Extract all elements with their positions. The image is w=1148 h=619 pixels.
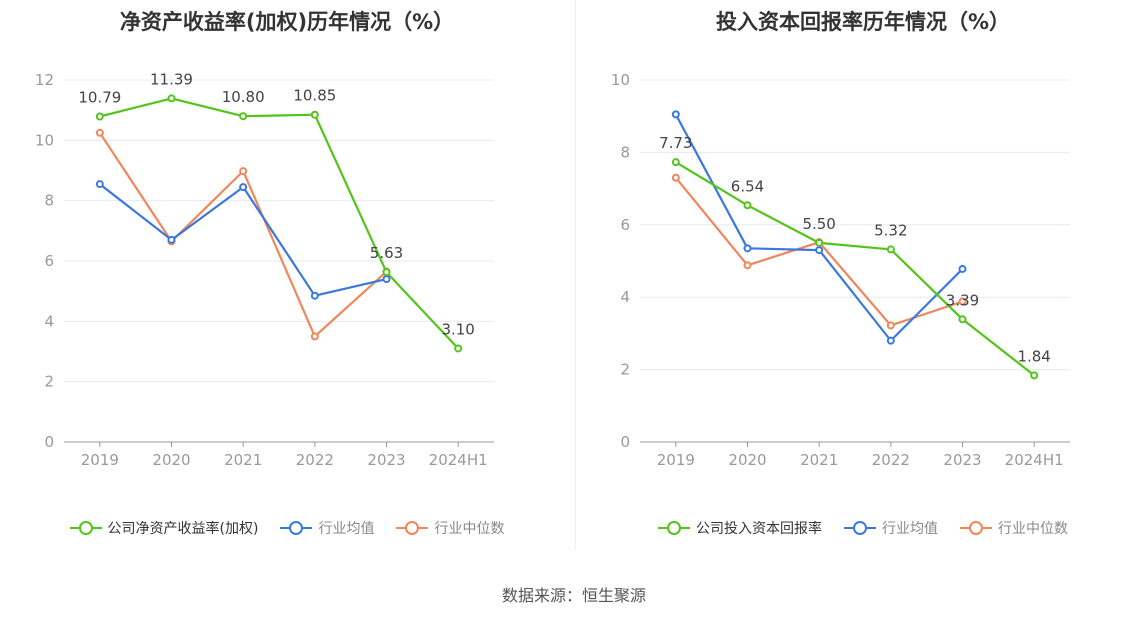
- x-tick-label: 2023: [367, 451, 405, 469]
- roic-legend: 公司投入资本回报率 行业均值 行业中位数: [576, 518, 1148, 538]
- data-point-industry-mean: [815, 246, 824, 255]
- roic-chart-panel: 投入资本回报率历年情况（%） 0 2 4 6 8 10 2019 2020 2021 2022 20…: [576, 0, 1148, 560]
- data-point-industry-mean: [239, 183, 248, 192]
- series-line-industry-median: [98, 132, 388, 338]
- y-tick-label: 10: [35, 131, 54, 149]
- data-label: 11.39: [150, 70, 193, 88]
- data-point-industry-mean: [886, 336, 895, 345]
- data-label: 6.54: [731, 177, 764, 195]
- roe-chart-panel: 净资产收益率(加权)历年情况（%） 0 2 4 6 8 10 12 2019 2020 2021 2…: [0, 0, 574, 560]
- y-tick-label: 10: [611, 71, 630, 89]
- y-tick-label: 12: [35, 71, 54, 89]
- x-tick-label: 2020: [152, 451, 190, 469]
- legend-industry-mean[interactable]: 行业均值: [844, 518, 938, 538]
- y-tick-label: 0: [44, 433, 54, 451]
- data-point-company: [310, 110, 319, 119]
- legend-median-label: 行业中位数: [998, 521, 1068, 537]
- x-tick-label: 2021: [800, 451, 838, 469]
- legend-median-marker: [960, 521, 992, 535]
- data-point-company: [1030, 371, 1039, 380]
- roe-line-chart: 0 2 4 6 8 10 12 2019 2020 2021 2022 2023 2024H1 10.79…: [35, 70, 494, 469]
- data-point-company: [815, 238, 824, 247]
- x-tick-label: 2022: [296, 451, 334, 469]
- legend-industry-mean[interactable]: 行业均值: [280, 518, 374, 538]
- data-point-company: [671, 158, 680, 167]
- data-point-industry-mean: [743, 244, 752, 253]
- roe-chart-title: 净资产收益率(加权)历年情况（%）: [119, 10, 455, 34]
- legend-company-roic[interactable]: 公司投入资本回报率: [658, 518, 822, 538]
- legend-company-marker: [658, 521, 690, 535]
- x-tick-label: 2024H1: [1005, 451, 1064, 469]
- legend-mean-label: 行业均值: [318, 521, 375, 537]
- data-label: 3.10: [441, 320, 474, 338]
- data-point-company: [958, 315, 967, 324]
- panel-divider: [575, 0, 576, 550]
- data-label: 5.63: [370, 244, 403, 262]
- data-label: 1.84: [1017, 347, 1050, 365]
- data-point-industry-median: [310, 332, 319, 341]
- data-label: 10.79: [78, 89, 121, 107]
- data-point-industry-median: [958, 297, 967, 306]
- data-label: 10.85: [293, 87, 336, 105]
- data-point-company: [886, 245, 895, 254]
- legend-mean-label: 行业均值: [882, 521, 938, 537]
- data-point-industry-mean: [95, 180, 104, 189]
- data-label: 10.80: [222, 88, 265, 106]
- data-label: 5.32: [874, 221, 907, 239]
- legend-industry-median[interactable]: 行业中位数: [396, 518, 504, 538]
- legend-company-roe[interactable]: 公司净资产收益率(加权): [69, 518, 259, 538]
- data-label: 5.50: [802, 215, 835, 233]
- data-point-industry-mean: [167, 235, 176, 244]
- data-source-note: 数据来源：恒生聚源: [501, 586, 646, 605]
- legend-company-label: 公司净资产收益率(加权): [107, 521, 259, 537]
- y-tick-label: 0: [620, 433, 630, 451]
- roe-legend: 公司净资产收益率(加权) 行业均值 行业中位数: [0, 518, 574, 538]
- y-tick-label: 2: [44, 373, 54, 391]
- data-point-company: [454, 344, 463, 353]
- data-point-company: [382, 268, 391, 277]
- data-point-company: [239, 112, 248, 121]
- y-tick-label: 2: [620, 361, 630, 379]
- x-tick-label: 2023: [943, 451, 981, 469]
- legend-company-marker: [69, 521, 102, 535]
- x-tick-label: 2019: [657, 451, 695, 469]
- x-tick-label: 2020: [728, 451, 766, 469]
- data-point-industry-median: [671, 173, 680, 182]
- legend-median-marker: [396, 521, 429, 535]
- data-point-industry-mean: [958, 264, 967, 273]
- data-point-company: [95, 112, 104, 121]
- x-tick-label: 2024H1: [429, 451, 488, 469]
- x-tick-label: 2022: [872, 451, 910, 469]
- data-point-industry-median: [95, 128, 104, 137]
- y-tick-label: 8: [620, 143, 630, 161]
- data-point-industry-mean: [671, 110, 680, 119]
- y-tick-label: 4: [620, 288, 630, 306]
- x-tick-label: 2019: [81, 451, 119, 469]
- data-point-company: [743, 201, 752, 210]
- roic-chart-title: 投入资本回报率历年情况（%）: [715, 10, 1011, 34]
- legend-industry-median[interactable]: 行业中位数: [960, 518, 1068, 538]
- data-label: 7.73: [659, 134, 692, 152]
- legend-mean-marker: [280, 521, 313, 535]
- roic-line-chart: 0 2 4 6 8 10 2019 2020 2021 2022 2023 2024H1 7.73 6.5…: [611, 71, 1070, 469]
- y-tick-label: 8: [44, 192, 54, 210]
- data-point-company: [167, 94, 176, 103]
- data-point-industry-mean: [382, 275, 391, 284]
- x-tick-label: 2021: [224, 451, 262, 469]
- y-tick-label: 6: [620, 216, 630, 234]
- y-tick-label: 6: [44, 252, 54, 270]
- y-tick-label: 4: [44, 312, 54, 330]
- series-line-company: [675, 161, 1035, 377]
- data-point-industry-median: [886, 321, 895, 330]
- data-point-industry-mean: [310, 291, 319, 300]
- data-point-industry-median: [743, 261, 752, 270]
- legend-company-label: 公司投入资本回报率: [696, 521, 822, 537]
- legend-median-label: 行业中位数: [434, 521, 505, 537]
- data-point-industry-median: [239, 167, 248, 176]
- data-label: 3.39: [946, 291, 979, 309]
- series-line-company: [99, 97, 460, 350]
- legend-mean-marker: [844, 521, 876, 535]
